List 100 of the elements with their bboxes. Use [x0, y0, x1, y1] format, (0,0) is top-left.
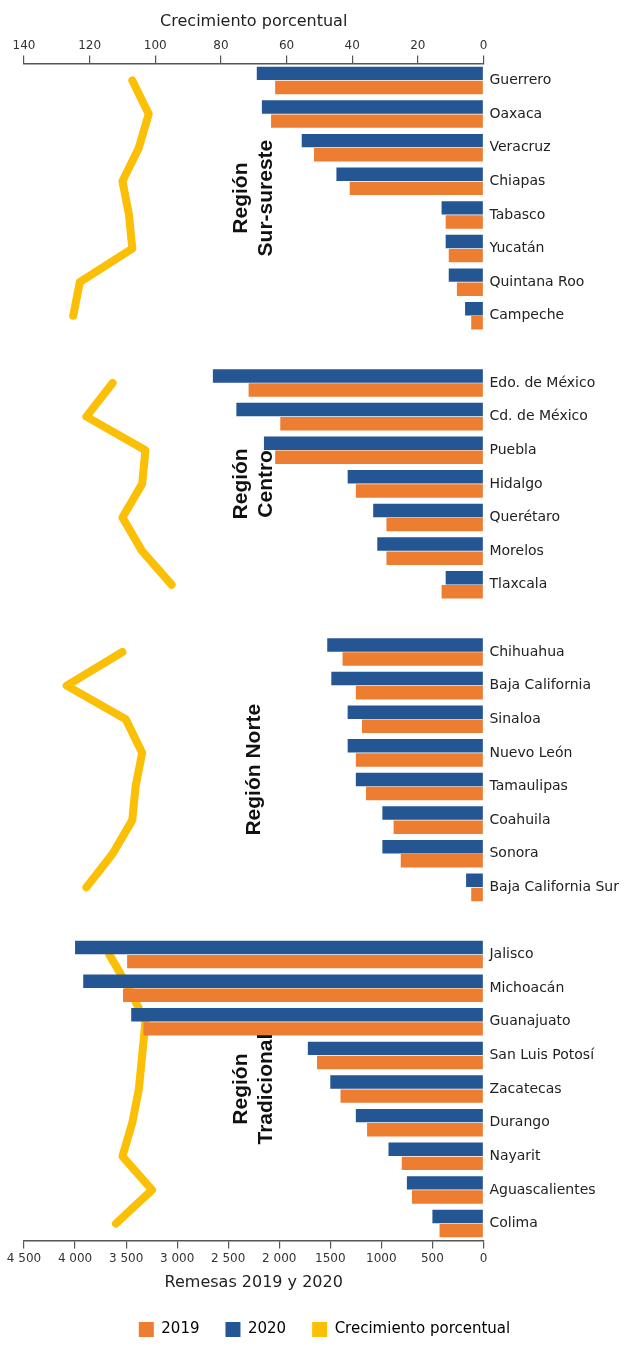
y-tick-label: Yucatán	[488, 239, 545, 256]
bar	[256, 66, 483, 81]
annotation: Región Tradicional	[228, 1033, 277, 1145]
y-tick-label: Hidalgo	[489, 474, 543, 491]
bar	[401, 1156, 483, 1171]
x-axis-title: Remesas 2019 y 2020	[164, 1271, 343, 1291]
bar	[349, 181, 483, 196]
y-tick-label: Zacatecas	[489, 1079, 562, 1096]
bar	[347, 705, 483, 719]
bar	[400, 854, 483, 868]
x-tick-label: 2 500	[211, 1250, 246, 1265]
bar	[388, 1142, 483, 1156]
bar	[347, 470, 483, 484]
y-tick-label: Aguascalientes	[489, 1180, 596, 1197]
x-tick-label: 3 000	[159, 1250, 195, 1265]
y-tick-label: Quintana Roo	[489, 272, 585, 289]
bar	[406, 1176, 483, 1190]
bar	[307, 1041, 483, 1056]
bar	[131, 1008, 483, 1022]
bar	[263, 436, 483, 450]
y-tick-label: Querétaro	[489, 508, 561, 525]
y-tick-label: San Luis Potosí	[489, 1046, 596, 1063]
bar	[366, 786, 483, 801]
y-tick-label: Baja California Sur	[489, 878, 620, 894]
y-tick-label: Cd. de México	[489, 407, 588, 424]
bar	[393, 820, 483, 834]
y-tick-label: Edo. de México	[489, 373, 596, 390]
bar	[127, 954, 483, 969]
bar	[75, 940, 483, 955]
bar	[355, 772, 483, 787]
bar	[441, 201, 483, 215]
bar	[342, 652, 483, 666]
legend-label: 2019	[161, 1319, 200, 1338]
y-tick-label: Nuevo León	[489, 743, 573, 760]
x2-tick-label: 20	[410, 37, 426, 52]
y-tick-label: Chiapas	[489, 171, 546, 188]
x-tick-label: 0	[479, 1250, 488, 1265]
y-tick-label: Oaxaca	[489, 104, 543, 121]
bar	[367, 1123, 483, 1137]
bar	[377, 537, 483, 551]
x-tick-label: 1000	[366, 1250, 397, 1265]
bar	[143, 1022, 483, 1036]
y-tick-label: Sonora	[489, 844, 539, 861]
legend-label: 2020	[247, 1319, 287, 1338]
x2-axis-title: Crecimiento porcentual	[160, 10, 348, 30]
y-tick-label: Morelos	[489, 541, 544, 558]
bar	[340, 1089, 483, 1103]
annotation: Región Norte	[240, 703, 264, 836]
y-tick-label: Tlaxcala	[488, 575, 548, 592]
bar	[361, 719, 483, 734]
y-tick-label: Nayarit	[489, 1146, 542, 1163]
bar	[448, 248, 483, 263]
bar	[313, 148, 483, 162]
bar	[432, 1209, 483, 1224]
y-tick-label: Michoacán	[489, 978, 565, 995]
y-tick-label: Veracruz	[489, 138, 551, 155]
bar	[336, 167, 483, 181]
bar	[275, 450, 483, 465]
x-tick-label: 4 000	[57, 1250, 93, 1265]
bar	[448, 268, 483, 282]
x2-tick-label: 40	[344, 37, 360, 52]
x-tick-label: 4 500	[6, 1250, 42, 1265]
bar	[445, 234, 483, 249]
bar	[355, 484, 483, 498]
annotation: Región Sur-sureste	[228, 139, 277, 257]
y-tick-label: Durango	[489, 1113, 550, 1130]
bar	[471, 316, 483, 330]
x2-tick-label: 140	[12, 37, 36, 52]
y-tick-label: Tamaulipas	[488, 777, 568, 794]
y-tick-label: Coahuila	[489, 810, 551, 827]
bar	[261, 100, 483, 114]
bar	[83, 974, 483, 988]
bar	[271, 114, 483, 128]
bar	[317, 1055, 483, 1070]
x2-tick-label: 80	[213, 37, 229, 52]
annotation: Región Centro	[228, 448, 277, 520]
bar	[355, 1108, 483, 1123]
bar	[331, 671, 483, 686]
y-tick-label: Sinaloa	[489, 709, 541, 726]
bar	[466, 873, 483, 888]
legend-label: Crecimiento porcentual	[334, 1319, 511, 1338]
bar	[236, 402, 483, 417]
y-tick-label: Colima	[489, 1214, 538, 1231]
x2-tick-label: 120	[78, 37, 102, 52]
y-tick-label: Baja California	[489, 676, 592, 693]
x2-tick-label: 0	[479, 37, 488, 52]
x2-tick-label: 60	[278, 37, 295, 52]
bar	[445, 215, 483, 229]
bar	[301, 133, 483, 148]
y-tick-label: Puebla	[489, 440, 537, 457]
bar	[275, 80, 483, 95]
y-tick-label: Guerrero	[489, 71, 552, 88]
x-tick-label: 500	[420, 1250, 444, 1265]
bar	[445, 570, 483, 585]
bar	[471, 887, 483, 902]
bar	[355, 753, 483, 767]
x-tick-label: 1500	[315, 1250, 346, 1265]
bar	[280, 416, 483, 431]
y-tick-label: Campeche	[489, 306, 565, 323]
bar	[212, 369, 483, 383]
